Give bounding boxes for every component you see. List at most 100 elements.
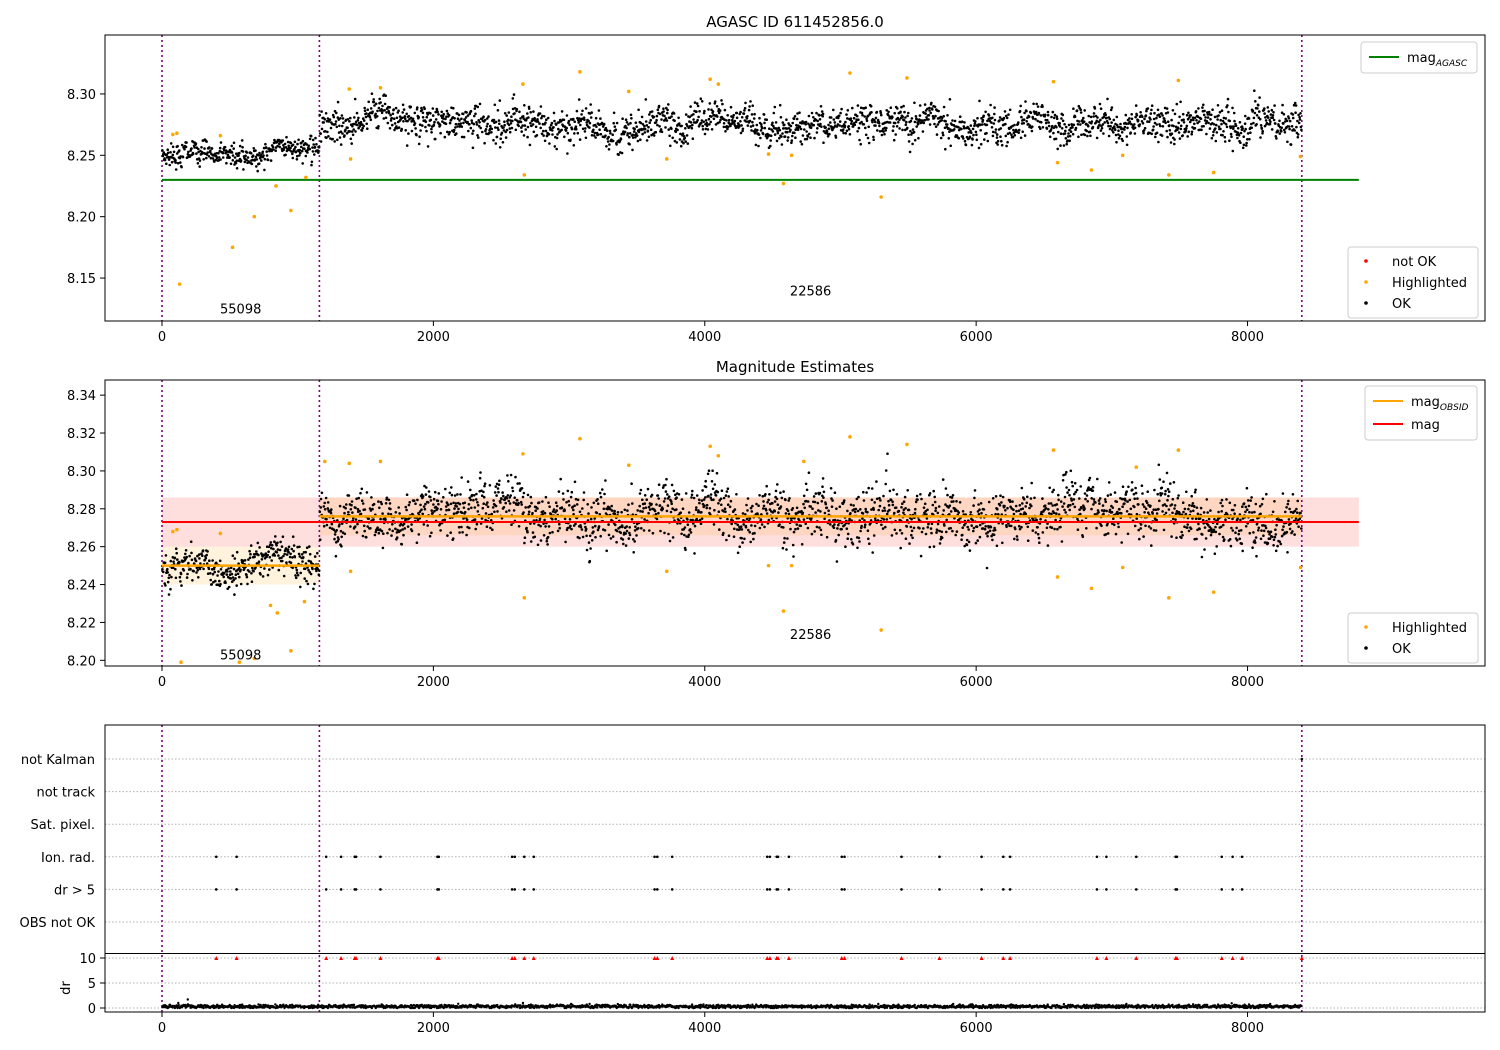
magnitude-ok-point <box>916 498 919 501</box>
magnitude-ok-point <box>483 482 487 486</box>
agasc-ok-point <box>1036 105 1040 108</box>
agasc-ok-point <box>762 113 766 116</box>
agasc-ok-point <box>980 123 984 126</box>
magnitude-ok-point <box>827 509 830 512</box>
agasc-ok-point <box>980 117 983 120</box>
magnitude-ok-point <box>883 506 886 510</box>
magnitude-ok-point <box>833 491 837 495</box>
agasc-ok-point <box>584 107 588 110</box>
magnitude-ok-point <box>895 532 898 535</box>
magnitude-ok-point <box>326 507 330 510</box>
agasc-ok-point <box>864 106 867 109</box>
agasc-ok-point <box>746 124 750 127</box>
agasc-legend-upper: magAGASC <box>1360 41 1478 74</box>
magnitude-ok-point <box>206 550 209 553</box>
agasc-ok-point <box>1051 110 1055 114</box>
agasc-ok-point <box>414 127 417 130</box>
agasc-ok-point <box>423 107 427 111</box>
magnitude-ok-point <box>789 527 792 531</box>
agasc-ok-point <box>309 134 313 138</box>
magnitude-ok-point <box>764 509 768 512</box>
agasc-ok-point <box>1216 118 1219 121</box>
agasc-ok-point <box>984 110 987 114</box>
magnitude-ok-point <box>723 507 727 511</box>
magnitude-ok-point <box>1039 517 1042 521</box>
agasc-ok-point <box>1041 126 1045 129</box>
magnitude-ok-point <box>395 536 399 539</box>
magnitude-ok-point <box>263 567 266 570</box>
agasc-ok-point <box>1231 106 1234 110</box>
agasc-ok-point <box>936 123 940 126</box>
magnitude-ok-point <box>936 528 939 532</box>
magnitude-ok-point <box>579 525 583 529</box>
agasc-ok-point <box>623 130 627 134</box>
magnitude-ok-point <box>1182 510 1185 514</box>
agasc-ok-point <box>927 114 931 117</box>
magnitude-ok-point <box>615 529 619 533</box>
magnitude-ok-point <box>388 502 392 505</box>
agasc-ok-point <box>1217 125 1221 128</box>
magnitude-ok-point <box>476 504 480 507</box>
magnitude-ok-point <box>1048 512 1051 515</box>
magnitude-ok-point <box>796 527 800 530</box>
magnitude-ok-point <box>239 582 243 586</box>
agasc-ok-point <box>234 161 238 165</box>
magnitude-ok-point <box>277 568 281 572</box>
agasc-ok-point <box>1058 121 1061 125</box>
magnitude-ok-point <box>788 497 791 500</box>
agasc-ok-point <box>326 130 329 134</box>
magnitude-ok-point <box>1130 481 1134 484</box>
agasc-ok-point <box>551 129 554 132</box>
agasc-ok-point <box>838 124 841 127</box>
agasc-ok-point <box>995 136 999 139</box>
agasc-ok-point <box>274 149 278 152</box>
agasc-ok-point <box>174 168 178 171</box>
magnitude-ok-point <box>1188 504 1191 507</box>
agasc-ok-point <box>1157 140 1160 144</box>
agasc-ok-point <box>1083 133 1087 137</box>
agasc-ok-point <box>308 137 312 141</box>
magnitude-ok-point <box>535 519 538 522</box>
magnitude-ok-point <box>554 517 557 521</box>
magnitude-ok-point <box>287 550 290 554</box>
agasc-ok-point <box>1135 114 1139 117</box>
magnitude-ok-point <box>833 523 836 526</box>
magnitude-ok-point <box>401 528 404 531</box>
magnitude-ok-point <box>925 517 929 520</box>
magnitude-ok-point <box>693 552 696 555</box>
magnitude-ok-point <box>1020 486 1024 490</box>
magnitude-ok-point <box>1074 490 1077 494</box>
agasc-ok-point <box>582 116 586 119</box>
magnitude-ok-point <box>759 518 763 521</box>
agasc-ytick-label: 8.25 <box>67 149 96 164</box>
magnitude-ok-point <box>711 469 714 473</box>
magnitude-ok-point <box>452 512 456 515</box>
magnitude-ok-point <box>813 500 817 504</box>
magnitude-ok-point <box>531 531 535 534</box>
magnitude-ok-point <box>462 506 466 510</box>
agasc-ok-point <box>166 148 169 151</box>
magnitude-ok-point <box>1167 508 1171 511</box>
agasc-ok-point <box>374 102 378 106</box>
agasc-ok-point <box>971 127 975 131</box>
magnitude-ok-point <box>431 511 434 515</box>
magnitude-ok-point <box>654 512 658 516</box>
magnitude-ok-point <box>1213 552 1217 555</box>
agasc-ok-point <box>706 128 710 131</box>
magnitude-ok-point <box>171 566 175 570</box>
agasc-ok-point <box>431 107 435 110</box>
magnitude-ok-point <box>1209 527 1213 530</box>
agasc-ok-point <box>1296 135 1300 139</box>
magnitude-ok-point <box>1008 500 1012 504</box>
agasc-ok-point <box>664 126 667 129</box>
magnitude-ok-point <box>197 553 201 556</box>
agasc-ok-point <box>1130 122 1133 126</box>
magnitude-ok-point <box>989 525 993 529</box>
agasc-ok-point <box>416 106 419 109</box>
agasc-ok-point <box>411 117 415 121</box>
agasc-ok-point <box>263 168 266 172</box>
magnitude-ok-point <box>174 567 177 571</box>
agasc-highlighted-point <box>1055 160 1060 165</box>
agasc-ok-point <box>229 162 233 166</box>
magnitude-ok-point <box>461 531 464 534</box>
